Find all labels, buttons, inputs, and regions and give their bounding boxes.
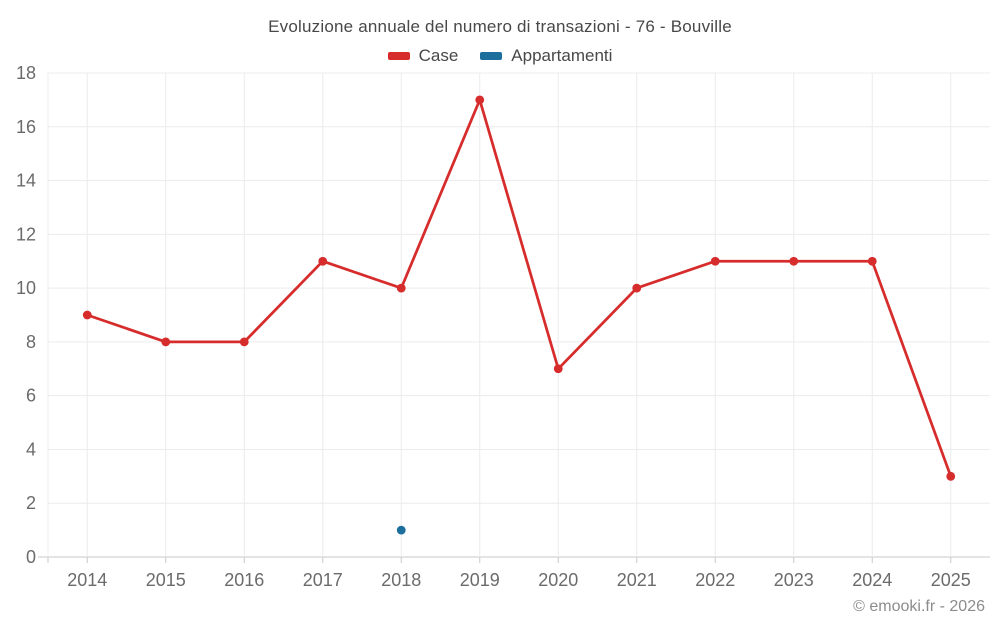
x-tick-label: 2023 [774, 570, 814, 590]
case-point-2018[interactable] [396, 283, 406, 293]
x-tick-label: 2015 [146, 570, 186, 590]
case-legend-swatch-icon [387, 52, 410, 60]
y-tick-label: 6 [26, 386, 36, 406]
x-tick-label: 2025 [931, 570, 971, 590]
legend: Case Appartamenti [0, 46, 1000, 66]
y-tick-label: 4 [26, 439, 36, 459]
case-point-2020[interactable] [553, 364, 563, 374]
x-tick-label: 2016 [224, 570, 264, 590]
y-tick-label: 2 [26, 493, 36, 513]
x-tick-label: 2024 [852, 570, 892, 590]
case-point-2014[interactable] [82, 310, 92, 320]
y-tick-label: 0 [26, 547, 36, 567]
x-tick-label: 2018 [381, 570, 421, 590]
case-point-2021[interactable] [632, 283, 642, 293]
case-point-2016[interactable] [239, 337, 249, 347]
copyright-footer: © emooki.fr - 2026 [853, 598, 985, 615]
x-tick-label: 2020 [538, 570, 578, 590]
y-tick-label: 8 [26, 332, 36, 352]
x-tick-label: 2021 [617, 570, 657, 590]
appartamenti-legend-label: Appartamenti [511, 46, 613, 65]
case-point-2025[interactable] [946, 471, 956, 481]
x-tick-label: 2014 [67, 570, 107, 590]
case-point-2019[interactable] [475, 95, 485, 105]
case-line [85, 98, 953, 478]
case-point-2023[interactable] [789, 256, 799, 266]
y-tick-label: 10 [16, 278, 36, 298]
appartamenti-point-2018[interactable] [396, 525, 406, 535]
x-tick-label: 2019 [460, 570, 500, 590]
x-tick-label: 2017 [303, 570, 343, 590]
case-point-2015[interactable] [161, 337, 171, 347]
x-tick-label: 2022 [695, 570, 735, 590]
y-tick-label: 18 [16, 63, 36, 83]
case-legend-label: Case [418, 46, 459, 65]
legend-item-appartamenti[interactable]: Appartamenti [480, 46, 612, 66]
y-tick-label: 12 [16, 224, 36, 244]
y-tick-label: 16 [16, 117, 36, 137]
appartamenti-legend-swatch-icon [480, 52, 503, 60]
case-point-2017[interactable] [318, 256, 328, 266]
legend-item-case[interactable]: Case [387, 46, 459, 66]
chart-title: Evoluzione annuale del numero di transaz… [268, 17, 732, 36]
case-point-2022[interactable] [710, 256, 720, 266]
case-point-2024[interactable] [867, 256, 877, 266]
y-tick-label: 14 [16, 171, 36, 191]
